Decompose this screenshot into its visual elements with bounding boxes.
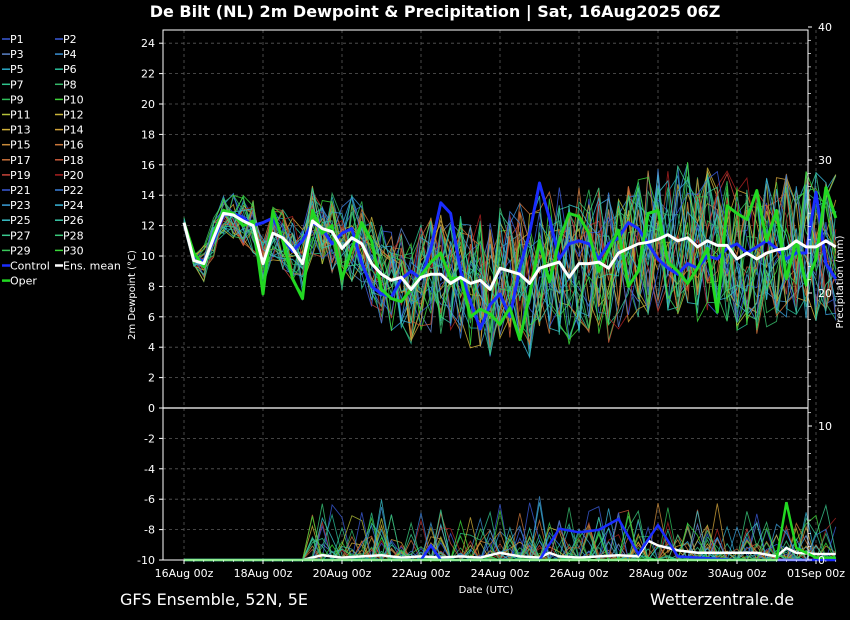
legend-entry: P2 — [63, 33, 77, 46]
legend-entry: P27 — [10, 229, 31, 242]
legend-entry: P22 — [63, 184, 84, 197]
plot-frame — [162, 29, 809, 561]
y-tick-label: -8 — [144, 524, 155, 537]
legend-entry: P24 — [63, 199, 84, 212]
axes: -10-8-6-4-202468101214161820222401020304… — [137, 21, 845, 580]
legend-entry: P14 — [63, 124, 84, 137]
y-tick-label: -6 — [144, 493, 155, 506]
y-tick-label: 10 — [141, 250, 155, 263]
y-tick-label: 24 — [141, 37, 155, 50]
footer-model-info: GFS Ensemble, 52N, 5E — [120, 590, 308, 609]
x-tick-label: 20Aug 00z — [313, 567, 372, 580]
y2-tick-label: 0 — [818, 554, 825, 567]
y-tick-label: 4 — [148, 341, 155, 354]
y2-tick-label: 10 — [818, 420, 832, 433]
series-line-ens-mean — [182, 211, 837, 291]
x-tick-label: 18Aug 00z — [234, 567, 293, 580]
legend-entry: P3 — [10, 48, 24, 61]
legend-entry: P29 — [10, 244, 31, 257]
legend-entry: P26 — [63, 214, 84, 227]
chart-title: De Bilt (NL) 2m Dewpoint & Precipitation… — [150, 2, 721, 22]
legend-entry: Oper — [10, 275, 37, 288]
legend-entry: P17 — [10, 154, 31, 167]
member-line-p21 — [183, 170, 837, 357]
legend-entry: P28 — [63, 229, 84, 242]
y-tick-label: 12 — [141, 220, 155, 233]
legend-entry: P1 — [10, 33, 24, 46]
legend-entry: P13 — [10, 124, 31, 137]
y-tick-label: 2 — [148, 372, 155, 385]
y2-tick-label: 30 — [818, 154, 832, 167]
legend-entry: P18 — [63, 154, 84, 167]
legend-entry: P20 — [63, 169, 84, 182]
legend-entry: P7 — [10, 78, 24, 91]
y-tick-label: 8 — [148, 280, 155, 293]
x-tick-label: 16Aug 00z — [155, 567, 214, 580]
legend-entry: P9 — [10, 93, 24, 106]
x-tick-label: 01Sep 00z — [787, 567, 845, 580]
series-line-oper — [182, 186, 838, 342]
legend-entry: P23 — [10, 199, 31, 212]
x-tick-label: 22Aug 00z — [392, 567, 451, 580]
ensemble-members — [183, 161, 837, 562]
x-axis-label: Date (UTC) — [459, 585, 514, 596]
y-tick-label: 0 — [148, 402, 155, 415]
member-line-p20 — [183, 170, 837, 332]
y-tick-label: 18 — [141, 128, 155, 141]
y-axis-label: 2m Dewpoint (°C) — [127, 250, 138, 340]
footer-source: Wetterzentrale.de — [650, 590, 795, 609]
y2-axis-label: Precipitation (mm) — [835, 235, 846, 328]
member-precip-p15 — [184, 503, 837, 561]
legend-entry: P30 — [63, 244, 84, 257]
legend-entry: P15 — [10, 139, 31, 152]
member-line-p23 — [183, 178, 836, 340]
y-tick-label: -2 — [144, 432, 155, 445]
legend-entry: P21 — [10, 184, 31, 197]
y-tick-label: 6 — [148, 311, 155, 324]
y2-tick-label: 40 — [818, 21, 832, 34]
legend-entry: P19 — [10, 169, 31, 182]
legend-entry: P12 — [63, 109, 84, 122]
legend-entry: Control — [10, 260, 50, 273]
x-tick-label: 24Aug 00z — [471, 567, 530, 580]
x-tick-label: 28Aug 00z — [629, 567, 688, 580]
y-tick-label: 20 — [141, 98, 155, 111]
legend-entry: P4 — [63, 48, 77, 61]
member-precip-p14 — [184, 503, 836, 561]
legend-entry: P8 — [63, 78, 77, 91]
y-tick-label: 16 — [141, 159, 155, 172]
legend-entry: P25 — [10, 214, 31, 227]
y-tick-label: 14 — [141, 189, 155, 202]
series-line-control — [182, 181, 838, 331]
precip-line-ens-mean — [184, 539, 836, 562]
y2-tick-label: 20 — [818, 287, 832, 300]
y-tick-label: -4 — [144, 463, 155, 476]
y-tick-label: 22 — [141, 68, 155, 81]
legend-entry: P16 — [63, 139, 84, 152]
x-tick-label: 26Aug 00z — [550, 567, 609, 580]
legend-entry: P11 — [10, 109, 31, 122]
legend-entry: Ens. mean — [63, 260, 121, 273]
legend-entry: P6 — [63, 63, 77, 76]
legend-entry: P10 — [63, 93, 84, 106]
legend-entry: P5 — [10, 63, 24, 76]
x-tick-label: 30Aug 00z — [708, 567, 767, 580]
y-tick-label: -10 — [137, 554, 155, 567]
legend: P1 P2 P3 P4 P5 P6 P7 P8 P9 P10 P11 P12 P13 P14 P15 P16 P… — [2, 33, 121, 288]
